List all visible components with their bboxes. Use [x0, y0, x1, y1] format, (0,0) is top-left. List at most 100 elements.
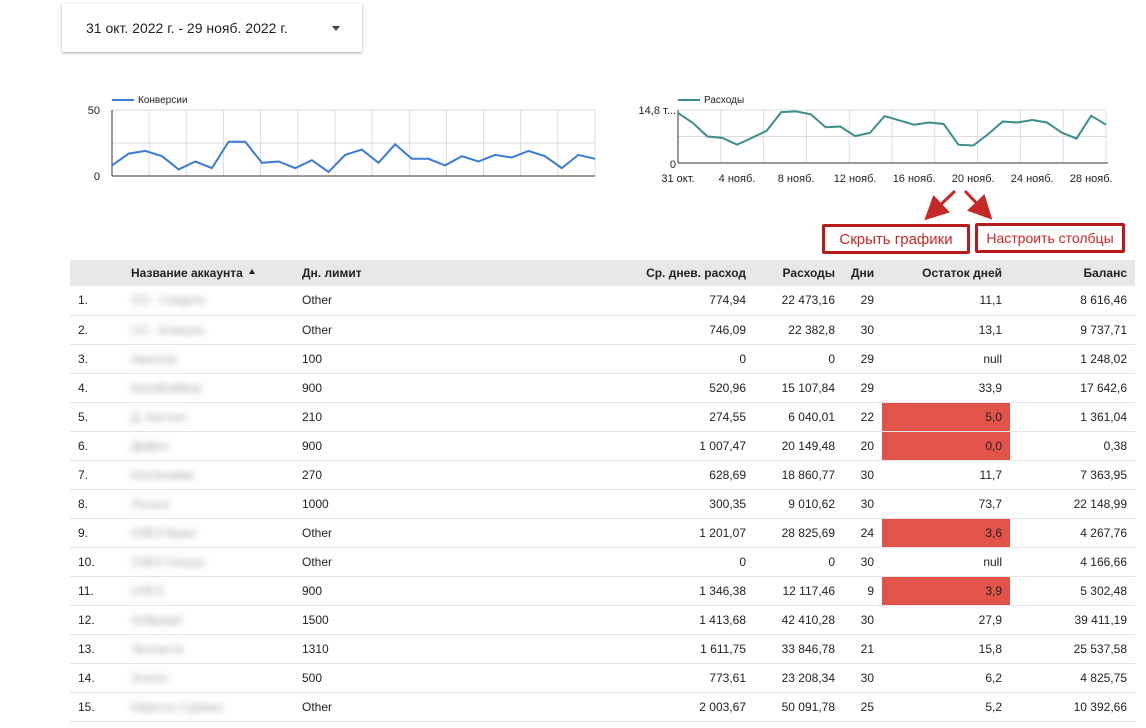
account-name-redacted: Хобруарт	[131, 612, 184, 627]
cell-balance: 7 363,95	[1010, 460, 1135, 490]
table-row[interactable]: 1. СО - Скидоте Other 774,94 22 473,16 29 11,1…	[70, 286, 1135, 316]
cell-daily-limit: 1500	[294, 605, 554, 635]
cell-remaining-days: 13,1	[882, 315, 1010, 345]
cell-row-number: 4.	[70, 373, 123, 403]
cell-days: 30	[843, 315, 882, 345]
cell-spend: 33 846,78	[754, 634, 843, 664]
cell-daily-limit: Other	[294, 286, 554, 316]
hide-charts-button[interactable]: Скрыть графики	[822, 224, 970, 254]
cell-days: 30	[843, 460, 882, 490]
cell-daily-limit: 100	[294, 344, 554, 374]
spend-legend-label[interactable]: Расходы	[704, 95, 744, 106]
cell-remaining-days: 5,0	[882, 402, 1010, 432]
cell-balance: 1 248,02	[1010, 344, 1135, 374]
x-tick-label: 8 нояб.	[778, 173, 815, 185]
account-name-redacted: Дафон	[131, 438, 169, 453]
cell-row-number: 7.	[70, 460, 123, 490]
cell-avg-daily-spend: 520,96	[554, 373, 754, 403]
cell-account-name: Хобруарт	[123, 605, 294, 635]
cell-days: 29	[843, 373, 882, 403]
cell-days: 29	[843, 344, 882, 374]
cell-balance: 0,38	[1010, 431, 1135, 461]
cell-balance: 17 642,6	[1010, 373, 1135, 403]
account-name-redacted: БеллБейБер	[131, 380, 202, 395]
cell-remaining-days: 11,7	[882, 460, 1010, 490]
table-row[interactable]: 15. Юристы Сураны Other 2 003,67 50 091,78 25…	[70, 692, 1135, 722]
conversions-y-tick-max: 50	[88, 105, 100, 117]
cell-balance: 4 166,66	[1010, 547, 1135, 577]
cell-spend: 42 410,28	[754, 605, 843, 635]
cell-daily-limit: 500	[294, 663, 554, 693]
header-remaining-days[interactable]: Остаток дней	[882, 260, 1010, 286]
table-row[interactable]: 7. Колленими 270 628,69 18 860,77 30 11,7 7 363…	[70, 460, 1135, 490]
spend-y-tick-min: 0	[670, 159, 676, 171]
cell-avg-daily-spend: 300,35	[554, 489, 754, 519]
table-row[interactable]: 4. БеллБейБер 900 520,96 15 107,84 29 33,9 17 6…	[70, 373, 1135, 403]
table-row[interactable]: 3. Авиатор 100 0 0 29 null 1 248,02	[70, 344, 1135, 374]
cell-spend: 0	[754, 344, 843, 374]
cell-avg-daily-spend: 274,55	[554, 402, 754, 432]
cell-spend: 18 860,77	[754, 460, 843, 490]
cell-avg-daily-spend: 1 413,68	[554, 605, 754, 635]
table-row[interactable]: 9. ОЗЕЗ Кранг Other 1 201,07 28 825,69 24 3,6 4…	[70, 518, 1135, 548]
cell-spend: 6 040,01	[754, 402, 843, 432]
table-row[interactable]: 5. Д. Батлон 210 274,55 6 040,01 22 5,0 1 361,0…	[70, 402, 1135, 432]
cell-remaining-days: 15,8	[882, 634, 1010, 664]
table-row[interactable]: 2. СО - Блишон Other 746,09 22 382,8 30 13,1 9 …	[70, 315, 1135, 345]
cell-spend: 22 382,8	[754, 315, 843, 345]
cell-daily-limit: 900	[294, 373, 554, 403]
spend-chart-grid	[678, 109, 1107, 163]
cell-balance: 22 148,99	[1010, 489, 1135, 519]
cell-account-name: ОЗЕЗ Кранг	[123, 518, 294, 548]
cell-daily-limit: Other	[294, 315, 554, 345]
date-range-picker[interactable]: 31 окт. 2022 г. - 29 нояб. 2022 г.	[62, 4, 362, 52]
account-name-redacted: ОЗЕЗ	[131, 583, 163, 598]
dropdown-caret-icon	[332, 26, 340, 31]
account-name-redacted: Лагуна	[131, 496, 170, 511]
table-header-row: Название аккаунта Дн. лимит Ср. днев. ра…	[70, 260, 1135, 286]
cell-account-name: Эколасти	[123, 634, 294, 664]
table-row[interactable]: 12. Хобруарт 1500 1 413,68 42 410,28 30 27,9 39…	[70, 605, 1135, 635]
table-row[interactable]: 13. Эколасти 1310 1 611,75 33 846,78 21 15,8 25…	[70, 634, 1135, 664]
conversions-legend-label[interactable]: Конверсии	[138, 95, 187, 106]
cell-spend: 12 117,46	[754, 576, 843, 606]
table-row[interactable]: 10. ОЗЕЗ Ольшо Other 0 0 30 null 4 166,66	[70, 547, 1135, 577]
cell-days: 25	[843, 692, 882, 722]
x-tick-label: 12 нояб.	[834, 173, 877, 185]
cell-avg-daily-spend: 746,09	[554, 315, 754, 345]
cell-balance: 5 302,48	[1010, 576, 1135, 606]
account-name-redacted: Колленими	[131, 467, 194, 482]
cell-account-name: ОЗЕЗ Ольшо	[123, 547, 294, 577]
cell-spend: 20 149,48	[754, 431, 843, 461]
header-avg-daily-spend[interactable]: Ср. днев. расход	[554, 260, 754, 286]
cell-account-name: Юристы Сураны	[123, 692, 294, 722]
table-row[interactable]: 11. ОЗЕЗ 900 1 346,38 12 117,46 9 3,9 5 302,48	[70, 576, 1135, 606]
account-name-redacted: Этагос	[131, 670, 169, 685]
cell-remaining-days: 5,2	[882, 692, 1010, 722]
cell-account-name: Авиатор	[123, 344, 294, 374]
table-row[interactable]: 14. Этагос 500 773,61 23 208,34 30 6,2 4 825,75	[70, 663, 1135, 693]
cell-daily-limit: 900	[294, 576, 554, 606]
table-row[interactable]: 6. Дафон 900 1 007,47 20 149,48 20 0,0 0,38	[70, 431, 1135, 461]
account-name-redacted: СО - Блишон	[131, 322, 204, 337]
header-days[interactable]: Дни	[843, 260, 882, 286]
cell-row-number: 2.	[70, 315, 123, 345]
header-balance[interactable]: Баланс	[1010, 260, 1135, 286]
cell-spend: 50 091,78	[754, 692, 843, 722]
cell-daily-limit: 900	[294, 431, 554, 461]
cell-balance: 4 825,75	[1010, 663, 1135, 693]
account-name-redacted: СО - Скидоте	[131, 293, 206, 308]
account-name-redacted: Д. Батлон	[131, 409, 186, 424]
sort-ascending-icon[interactable]	[248, 269, 255, 275]
header-row-number	[70, 260, 123, 286]
account-name-redacted: ОЗЕЗ Ольшо	[131, 554, 205, 569]
cell-account-name: Лагуна	[123, 489, 294, 519]
header-spend[interactable]: Расходы	[754, 260, 843, 286]
configure-columns-button[interactable]: Настроить столбцы	[975, 223, 1125, 253]
account-name-redacted: Эколасти	[131, 641, 184, 656]
header-daily-limit[interactable]: Дн. лимит	[294, 260, 554, 286]
cell-row-number: 1.	[70, 286, 123, 316]
header-account-name[interactable]: Название аккаунта	[123, 260, 294, 286]
cell-days: 30	[843, 605, 882, 635]
table-row[interactable]: 8. Лагуна 1000 300,35 9 010,62 30 73,7 22 148,9…	[70, 489, 1135, 519]
